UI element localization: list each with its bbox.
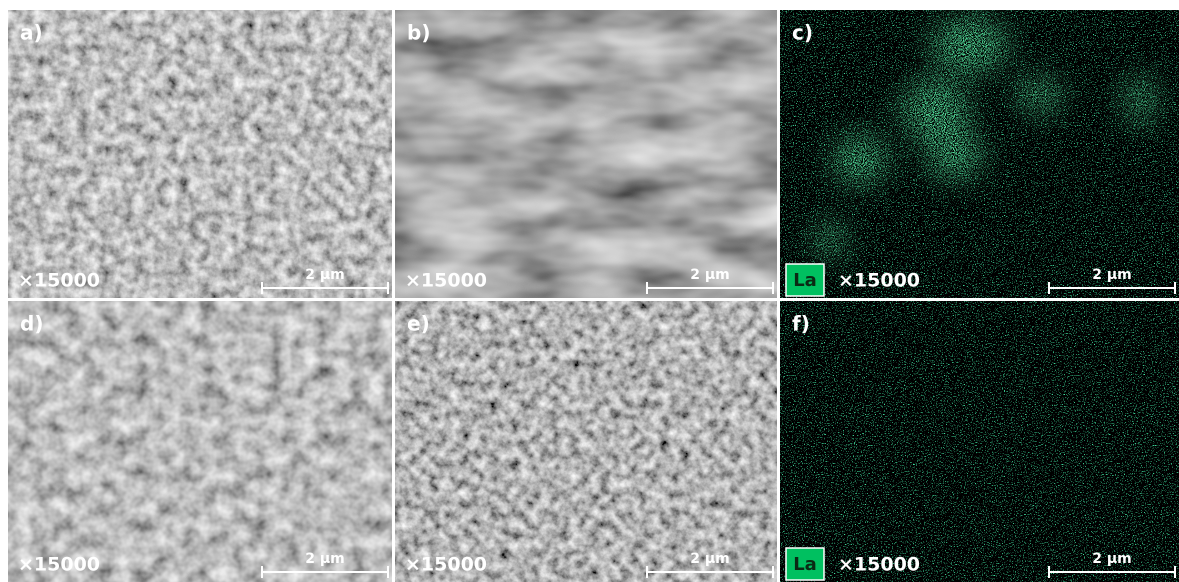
magnification: ×15000 — [405, 270, 487, 292]
scale-bar-label: 2 µm — [690, 267, 730, 283]
sem-image — [395, 10, 777, 298]
magnification: ×15000 — [838, 270, 920, 292]
panel-label: b) — [407, 21, 430, 45]
panel-label: d) — [20, 312, 43, 336]
sem-image — [395, 301, 777, 582]
figure: a) ×15000 2 µm b) ×15000 2 µm c) La ×15000 2 µm d)… — [0, 0, 1179, 582]
scale-bar-label: 2 µm — [305, 267, 345, 283]
magnification: ×15000 — [838, 554, 920, 576]
element-label: La — [793, 270, 817, 291]
panel-label: e) — [407, 312, 430, 336]
sem-image — [8, 301, 392, 582]
element-label: La — [793, 554, 817, 575]
eds-map-clusters — [780, 10, 1179, 298]
scale-bar-label: 2 µm — [1092, 267, 1132, 283]
panels — [8, 10, 1179, 582]
sem-image — [8, 10, 392, 298]
magnification: ×15000 — [405, 554, 487, 576]
magnification: ×15000 — [18, 554, 100, 576]
magnification: ×15000 — [18, 270, 100, 292]
panel-label: f) — [792, 312, 810, 336]
scale-bar-label: 2 µm — [690, 551, 730, 567]
panel-label: c) — [792, 21, 813, 45]
scale-bar-label: 2 µm — [305, 551, 345, 567]
panel-label: a) — [20, 21, 43, 45]
eds-map — [780, 301, 1179, 582]
scale-bar-label: 2 µm — [1092, 551, 1132, 567]
